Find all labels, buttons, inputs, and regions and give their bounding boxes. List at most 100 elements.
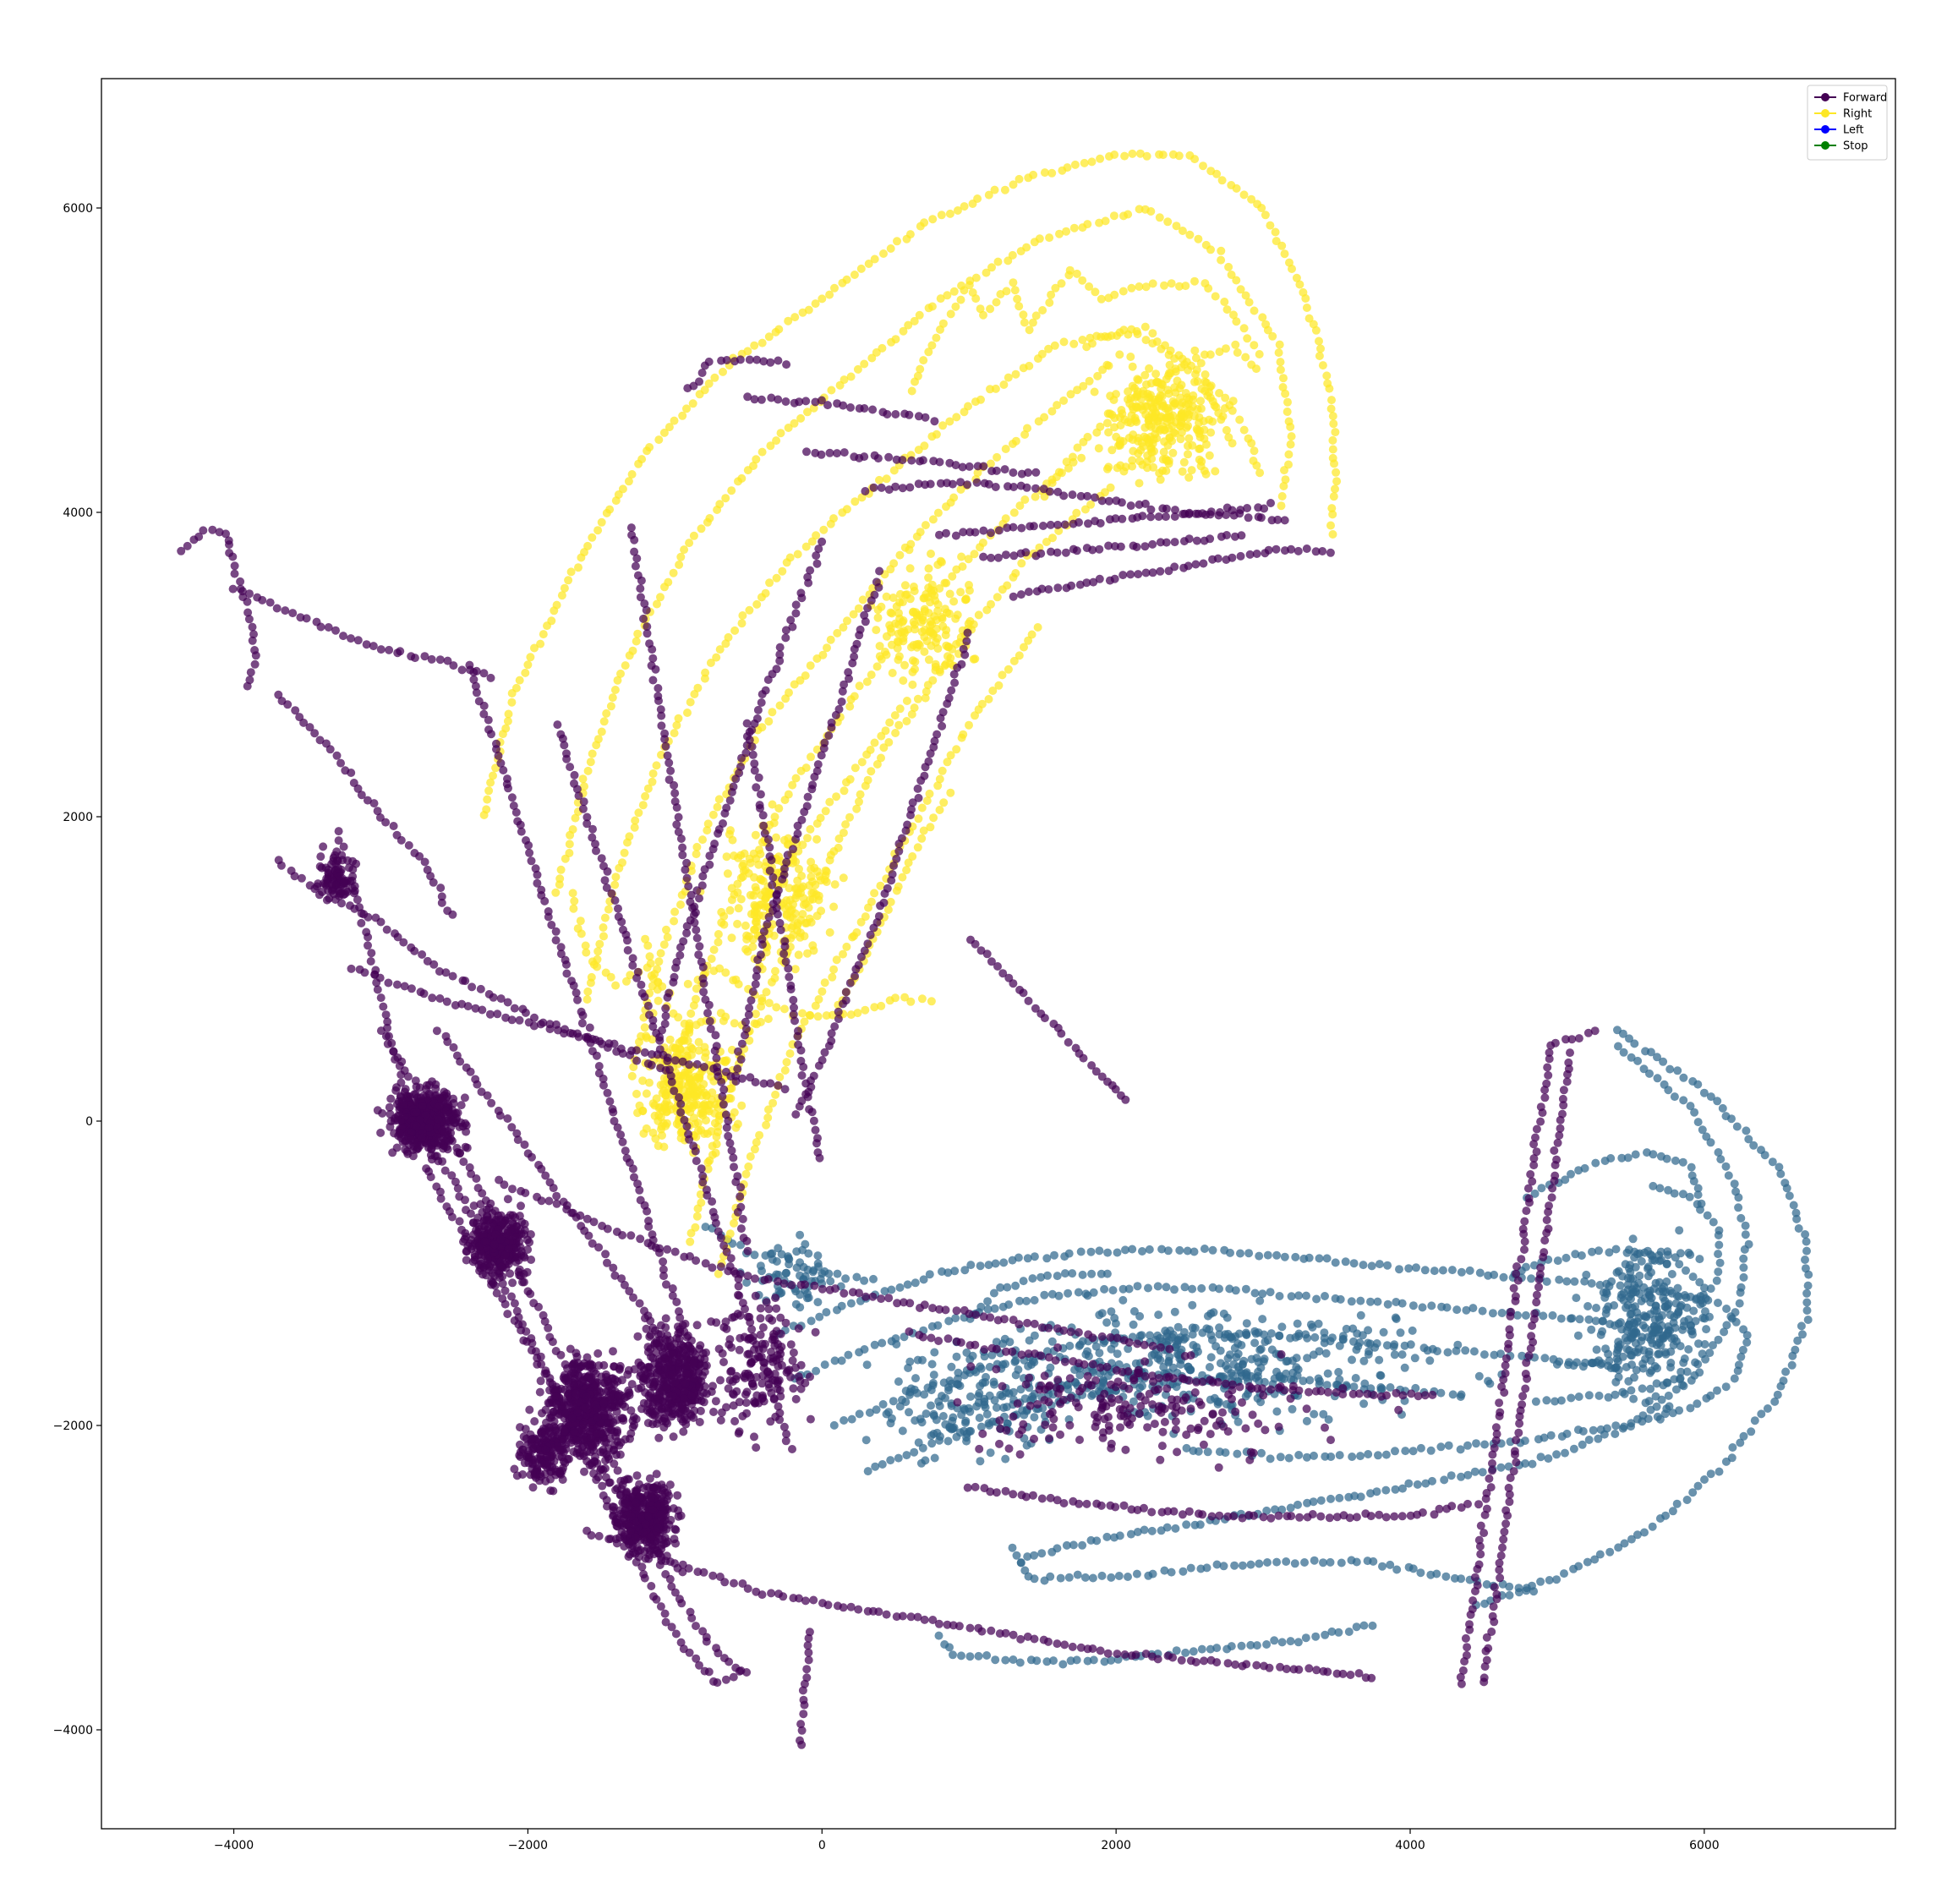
- data-point: [1686, 1102, 1695, 1111]
- data-point: [917, 834, 927, 843]
- data-point: [749, 462, 757, 470]
- data-point: [1570, 1277, 1579, 1286]
- data-point: [1080, 158, 1089, 167]
- data-point: [1197, 1283, 1206, 1293]
- data-point: [951, 302, 960, 311]
- data-point: [1047, 1289, 1057, 1299]
- data-point: [648, 676, 658, 685]
- data-point: [618, 858, 626, 867]
- data-point: [623, 936, 632, 945]
- data-point: [1085, 376, 1094, 386]
- data-point: [887, 1414, 896, 1423]
- data-point: [949, 1650, 957, 1660]
- data-point: [1005, 1338, 1015, 1347]
- data-point: [943, 1268, 953, 1278]
- data-point: [932, 429, 941, 439]
- data-point: [1400, 1363, 1409, 1372]
- data-point: [1327, 1627, 1337, 1636]
- data-point: [1201, 370, 1210, 379]
- data-point: [1015, 651, 1024, 660]
- data-point: [1129, 430, 1138, 440]
- data-point: [628, 1164, 637, 1174]
- data-point: [741, 1305, 749, 1314]
- data-point: [1604, 1392, 1613, 1402]
- data-point: [258, 595, 267, 605]
- data-point: [905, 564, 915, 573]
- data-point: [938, 1412, 948, 1420]
- data-point: [509, 802, 518, 810]
- data-point: [823, 401, 832, 410]
- data-point: [898, 1426, 907, 1436]
- data-point: [670, 1056, 680, 1065]
- data-point: [472, 1174, 481, 1183]
- data-point: [795, 397, 804, 407]
- data-point: [750, 341, 759, 350]
- data-point: [700, 1102, 709, 1111]
- data-point: [913, 843, 922, 852]
- data-point: [961, 594, 971, 604]
- data-point: [647, 1582, 656, 1590]
- data-point: [582, 819, 592, 829]
- data-point: [437, 892, 446, 901]
- data-point: [685, 1648, 694, 1657]
- data-point: [1089, 1655, 1098, 1665]
- data-point: [1069, 1540, 1078, 1550]
- data-point: [1531, 1397, 1540, 1406]
- data-point: [362, 640, 371, 649]
- data-point: [1019, 1277, 1028, 1286]
- data-point: [738, 611, 747, 620]
- data-point: [1124, 1573, 1132, 1581]
- data-point: [721, 968, 730, 977]
- data-point: [471, 1004, 480, 1013]
- data-point: [692, 1157, 701, 1166]
- data-point: [1049, 1656, 1058, 1666]
- data-point: [829, 1420, 839, 1430]
- data-point: [1776, 1381, 1786, 1391]
- data-point: [420, 652, 429, 661]
- data-point: [1105, 409, 1114, 419]
- data-point: [599, 932, 608, 941]
- data-point: [684, 882, 693, 891]
- data-point: [1128, 1245, 1137, 1254]
- data-point: [1648, 1256, 1657, 1265]
- data-point: [752, 599, 762, 609]
- data-point: [580, 782, 588, 791]
- data-point: [982, 268, 991, 277]
- data-point: [1175, 413, 1184, 422]
- data-point: [1280, 249, 1289, 259]
- data-point: [1622, 1344, 1632, 1354]
- data-point: [941, 1393, 949, 1403]
- data-point: [1015, 1296, 1024, 1305]
- data-point: [1480, 1599, 1490, 1608]
- data-point: [711, 1148, 720, 1157]
- data-point: [1364, 1450, 1373, 1458]
- data-point: [1195, 445, 1204, 453]
- data-point: [1252, 364, 1261, 374]
- data-point: [1030, 1413, 1039, 1422]
- data-point: [672, 720, 681, 730]
- data-point: [800, 1017, 809, 1026]
- data-point: [1027, 630, 1036, 639]
- data-point: [1168, 1653, 1178, 1662]
- data-point: [990, 185, 999, 194]
- data-point: [674, 714, 683, 723]
- data-point: [645, 952, 654, 961]
- data-point: [568, 889, 577, 898]
- data-point: [544, 1196, 554, 1206]
- data-point: [1258, 1315, 1267, 1324]
- data-point: [1442, 1303, 1452, 1312]
- data-point: [1682, 1496, 1692, 1504]
- data-point: [631, 561, 640, 571]
- data-point: [1540, 1354, 1550, 1363]
- data-point: [840, 375, 849, 385]
- data-point: [713, 1678, 722, 1688]
- data-point: [1102, 419, 1112, 428]
- data-point: [1309, 1350, 1318, 1360]
- data-point: [910, 703, 919, 713]
- data-point: [1334, 1628, 1343, 1637]
- data-point: [791, 774, 801, 783]
- data-point: [1194, 1347, 1202, 1356]
- data-point: [657, 750, 665, 759]
- data-point: [1666, 1359, 1676, 1367]
- data-point: [1241, 291, 1250, 300]
